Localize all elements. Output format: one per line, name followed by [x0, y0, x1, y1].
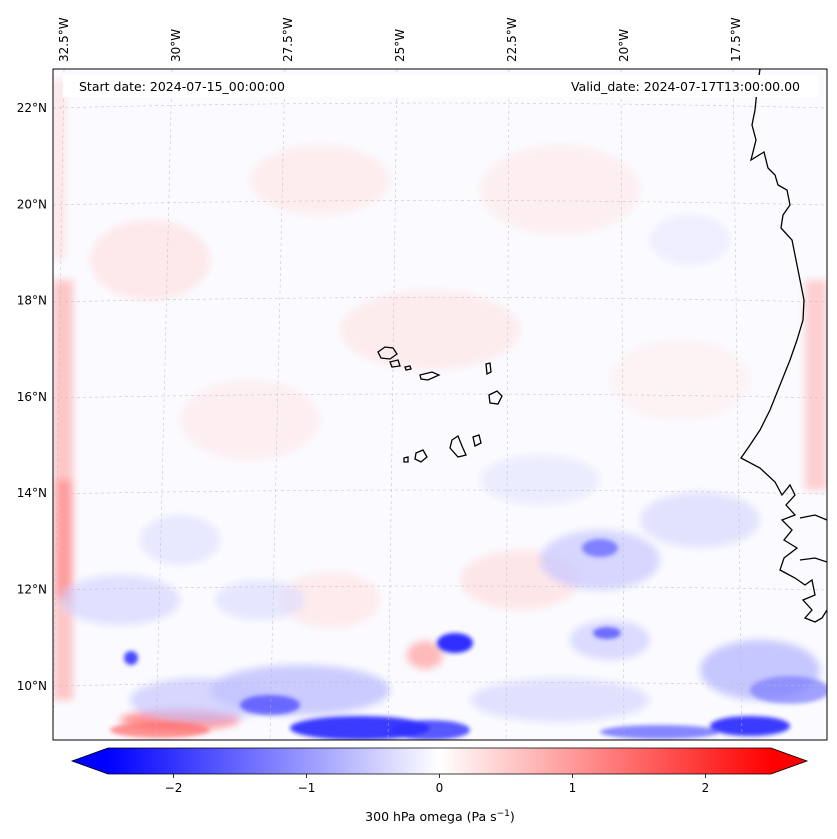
colorbar-tick-label: −2	[165, 781, 183, 795]
colorbar-ticks: −2 −1 0 1 2	[165, 774, 710, 795]
longitude-labels: 32.5°W 30°W 27.5°W 25°W 22.5°W 20°W 17.5°W	[57, 17, 743, 62]
colorbar-units: Pa s	[472, 809, 497, 824]
latitude-label: 14°N	[17, 486, 47, 500]
island-brava	[403, 456, 409, 463]
longitude-label: 25°W	[393, 29, 407, 62]
longitude-label: 17.5°W	[729, 17, 743, 62]
colorbar-gradient	[107, 748, 772, 774]
latitude-labels: 22°N 20°N 18°N 16°N 14°N 12°N 10°N	[17, 101, 47, 693]
island-maio	[472, 434, 482, 447]
colorbar-tick-label: 1	[569, 781, 577, 795]
latitude-label: 20°N	[17, 197, 47, 211]
map-panel: Start date: 2024-07-15_00:00:00 Valid_da…	[52, 68, 828, 741]
latitude-label: 22°N	[17, 101, 47, 115]
colorbar-tick-label: 0	[436, 781, 444, 795]
latitude-label: 12°N	[17, 583, 47, 597]
map-frame	[52, 68, 828, 741]
colorbar-tick-label: 2	[702, 781, 710, 795]
island-fogo	[414, 449, 428, 463]
island-sao-nicolau	[419, 371, 441, 381]
latitude-label: 18°N	[17, 294, 47, 308]
colorbar-tick-label: −1	[298, 781, 316, 795]
colorbar: −2 −1 0 1 2 300 hPa omega (Pa s−1)	[70, 747, 809, 824]
longitude-label: 22.5°W	[505, 17, 519, 62]
latitude-label: 10°N	[17, 679, 47, 693]
colorbar-extend-min	[72, 748, 108, 774]
colorbar-units-exponent: −1	[497, 809, 510, 819]
coastline	[740, 69, 827, 623]
africa-coastline	[740, 69, 827, 623]
omega-field	[53, 80, 827, 740]
island-sal	[485, 362, 492, 376]
longitude-label: 27.5°W	[281, 17, 295, 62]
header-strip	[63, 75, 818, 97]
island-sao-vicente	[389, 359, 401, 368]
start-date-label: Start date: 2024-07-15_00:00:00	[79, 79, 285, 94]
island-boa-vista	[488, 390, 503, 405]
colorbar-variable: 300 hPa omega	[365, 809, 462, 824]
longitude-label: 32.5°W	[57, 17, 71, 62]
colorbar-label: 300 hPa omega (Pa s−1)	[365, 809, 515, 824]
valid-date-label: Valid_date: 2024-07-17T13:00:00.00	[571, 79, 800, 94]
island-santo-antao	[377, 346, 398, 360]
latitude-label: 16°N	[17, 390, 47, 404]
cape-verde-islands	[377, 346, 503, 463]
colorbar-extend-max	[771, 748, 807, 774]
longitude-label: 30°W	[169, 29, 183, 62]
colorbar-outline	[70, 747, 809, 775]
island-santiago	[449, 435, 467, 458]
longitude-label: 20°W	[617, 29, 631, 62]
island-santa-luzia	[404, 365, 412, 371]
graticule	[53, 69, 827, 740]
